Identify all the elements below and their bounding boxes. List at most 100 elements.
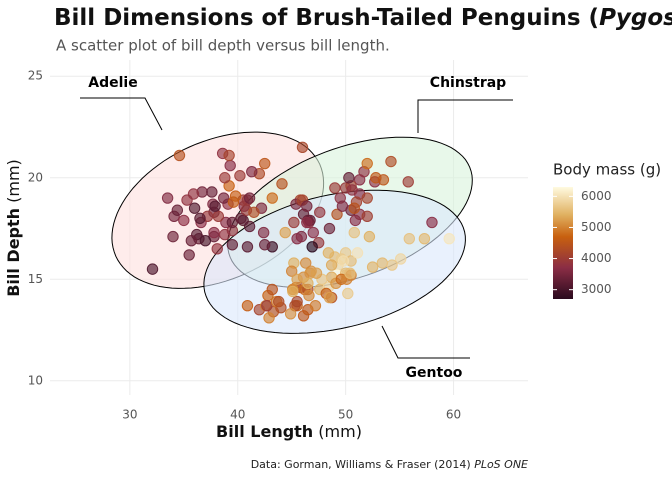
- point: [206, 186, 218, 198]
- point: [426, 216, 438, 229]
- point: [261, 299, 273, 312]
- point: [363, 230, 376, 243]
- point: [301, 216, 313, 229]
- point: [386, 259, 398, 271]
- colorbar-tick-label: 6000: [581, 189, 612, 203]
- point: [337, 255, 350, 267]
- point: [173, 149, 186, 162]
- leader-line: [417, 99, 513, 133]
- point: [263, 312, 275, 324]
- point: [329, 182, 341, 194]
- point: [219, 228, 231, 241]
- point: [171, 204, 184, 216]
- chart-title: Bill Dimensions of Brush-Tailed Penguins…: [54, 5, 672, 31]
- point: [246, 165, 258, 178]
- point: [146, 263, 159, 275]
- point: [403, 232, 416, 245]
- point: [306, 241, 318, 253]
- point: [418, 232, 431, 245]
- point: [209, 200, 221, 212]
- point: [325, 259, 338, 271]
- point: [227, 196, 240, 208]
- y-tick-label: 20: [28, 170, 43, 184]
- point: [288, 216, 300, 229]
- point: [314, 206, 326, 218]
- point: [385, 155, 397, 168]
- point: [361, 210, 373, 223]
- species-label: Adelie: [88, 75, 137, 91]
- colorbar-bar: [553, 187, 573, 299]
- point: [212, 210, 225, 223]
- point: [181, 194, 193, 206]
- point: [188, 202, 201, 214]
- leader-line: [80, 97, 163, 131]
- point: [331, 208, 343, 221]
- point: [226, 239, 239, 251]
- colorbar-tick-label: 5000: [581, 220, 612, 234]
- point: [336, 200, 349, 212]
- point: [348, 226, 360, 239]
- point: [276, 178, 288, 190]
- colorbar-title: Body mass (g): [553, 161, 661, 179]
- point: [310, 267, 323, 279]
- point: [291, 273, 303, 285]
- point: [443, 232, 455, 245]
- point: [237, 214, 249, 227]
- subtitle: A scatter plot of bill depth versus bill…: [56, 37, 390, 55]
- point: [243, 192, 256, 204]
- point: [266, 283, 278, 296]
- annotations: Adelie Chinstrap Gentoo: [80, 75, 513, 381]
- y-unit: (mm): [4, 159, 23, 208]
- colorbar-tick-label: 3000: [581, 282, 612, 296]
- point: [257, 226, 270, 239]
- point: [219, 172, 231, 184]
- point: [279, 226, 291, 239]
- caption: Data: Gorman, Williams & Fraser (2014) P…: [251, 458, 528, 471]
- point: [343, 172, 355, 184]
- point: [300, 257, 312, 269]
- y-tick-label: 15: [28, 272, 43, 286]
- colorbar: 3000 4000 5000 6000: [553, 187, 612, 299]
- caption-text: Data: Gorman, Williams & Fraser (2014): [251, 458, 474, 471]
- point: [285, 265, 298, 277]
- point: [185, 234, 198, 247]
- point: [273, 295, 285, 308]
- point: [291, 232, 303, 245]
- x-tick-label: 30: [122, 408, 137, 422]
- x-label: Bill Length: [216, 422, 313, 441]
- species-label: Gentoo: [406, 365, 463, 381]
- point: [224, 159, 236, 172]
- point: [218, 192, 230, 204]
- point: [366, 261, 379, 273]
- point: [323, 222, 336, 235]
- colorbar-tick-label: 4000: [581, 251, 612, 265]
- leader-line: [381, 325, 470, 359]
- point: [241, 299, 254, 312]
- point: [394, 253, 407, 265]
- caption-italic: PLoS ONE: [474, 458, 528, 471]
- x-tick-label: 60: [446, 408, 461, 422]
- x-unit: (mm): [313, 422, 362, 441]
- point: [296, 141, 309, 154]
- point: [307, 226, 319, 239]
- species-label: Chinstrap: [430, 75, 506, 91]
- y-label: Bill Depth: [4, 208, 23, 297]
- point: [287, 285, 299, 298]
- point: [349, 214, 362, 227]
- y-tick-label: 25: [28, 69, 43, 83]
- x-tick-label: 40: [230, 408, 245, 422]
- point: [344, 267, 356, 279]
- y-tick-label: 10: [28, 373, 43, 387]
- point: [284, 308, 297, 320]
- title-italic: Pygoscelis: [599, 5, 672, 31]
- point: [346, 184, 358, 196]
- point: [199, 234, 212, 247]
- point: [351, 247, 364, 259]
- point: [322, 247, 335, 259]
- x-tick-label: 50: [338, 408, 353, 422]
- y-axis-title: Bill Depth (mm): [4, 159, 23, 297]
- point: [291, 295, 303, 308]
- point: [259, 239, 271, 251]
- point: [402, 176, 414, 188]
